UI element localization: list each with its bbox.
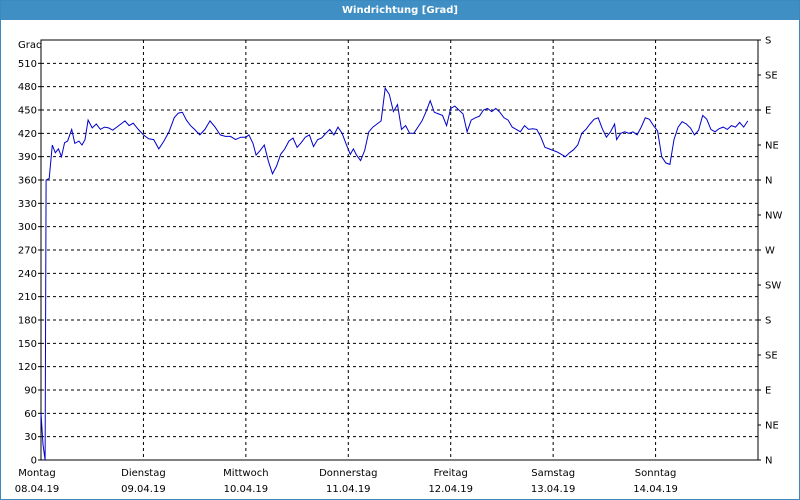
y-tick-label: 60 (24, 409, 37, 420)
y-tick-label: 510 (18, 59, 37, 70)
y-tick-label: 270 (18, 246, 37, 257)
right-tick-label: SE (765, 351, 778, 362)
x-tick-day: Mittwoch (223, 468, 268, 479)
right-tick-label: NE (765, 141, 779, 152)
x-tick-date: 10.04.19 (224, 484, 269, 495)
y-tick-label: 360 (18, 176, 37, 187)
y-axis-label: Grad (18, 40, 42, 51)
x-tick-day: Donnerstag (319, 468, 377, 479)
x-tick-date: 08.04.19 (15, 484, 60, 495)
y-tick-label: 420 (18, 129, 37, 140)
y-axis-left: 0 30 60 90 120 150 180 210 240 270 300 330 360 390 420… (18, 59, 41, 467)
right-tick-label: E (765, 106, 771, 117)
x-tick-day: Samstag (531, 468, 575, 479)
y-tick-label: 150 (18, 339, 37, 350)
right-tick-label: N (765, 176, 772, 187)
y-tick-label: 120 (18, 362, 37, 373)
right-tick-label: S (765, 316, 771, 327)
x-tick-day: Sonntag (635, 468, 677, 479)
y-tick-label: 330 (18, 199, 37, 210)
x-tick-date: 09.04.19 (121, 484, 166, 495)
y-tick-label: 240 (18, 269, 37, 280)
x-tick-day: Montag (18, 468, 55, 479)
right-tick-label: NE (765, 421, 779, 432)
x-axis: Montag 08.04.19 Dienstag 09.04.19 Mittwoch 10… (15, 468, 678, 495)
right-tick-label: E (765, 386, 771, 397)
y-tick-label: 480 (18, 82, 37, 93)
y-axis-right: N NE E SE S SW W NW N NE E SE S (758, 36, 782, 467)
y-tick-label: 90 (24, 386, 37, 397)
plot-frame (40, 39, 759, 461)
x-tick-date: 14.04.19 (633, 484, 678, 495)
x-tick-date: 12.04.19 (428, 484, 473, 495)
y-tick-label: 450 (18, 106, 37, 117)
y-tick-label: 390 (18, 152, 37, 163)
right-tick-label: N (765, 456, 772, 467)
y-tick-label: 180 (18, 316, 37, 327)
y-tick-label: 300 (18, 222, 37, 233)
y-tick-label: 30 (24, 432, 37, 443)
y-tick-label: 210 (18, 292, 37, 303)
x-tick-date: 13.04.19 (531, 484, 576, 495)
y-tick-label: 0 (31, 456, 37, 467)
right-tick-label: SE (765, 71, 778, 82)
x-tick-date: 11.04.19 (326, 484, 371, 495)
x-tick-day: Dienstag (121, 468, 166, 479)
series-line-wind-direction (40, 86, 749, 461)
right-tick-label: S (765, 36, 771, 47)
window-title: Windrichtung [Grad] (1, 1, 799, 20)
right-tick-label: SW (765, 281, 781, 292)
right-tick-label: W (765, 246, 775, 257)
grid-layer (41, 40, 758, 460)
series-layer (40, 86, 749, 461)
x-tick-day: Freitag (434, 468, 468, 479)
right-tick-label: NW (765, 211, 782, 222)
